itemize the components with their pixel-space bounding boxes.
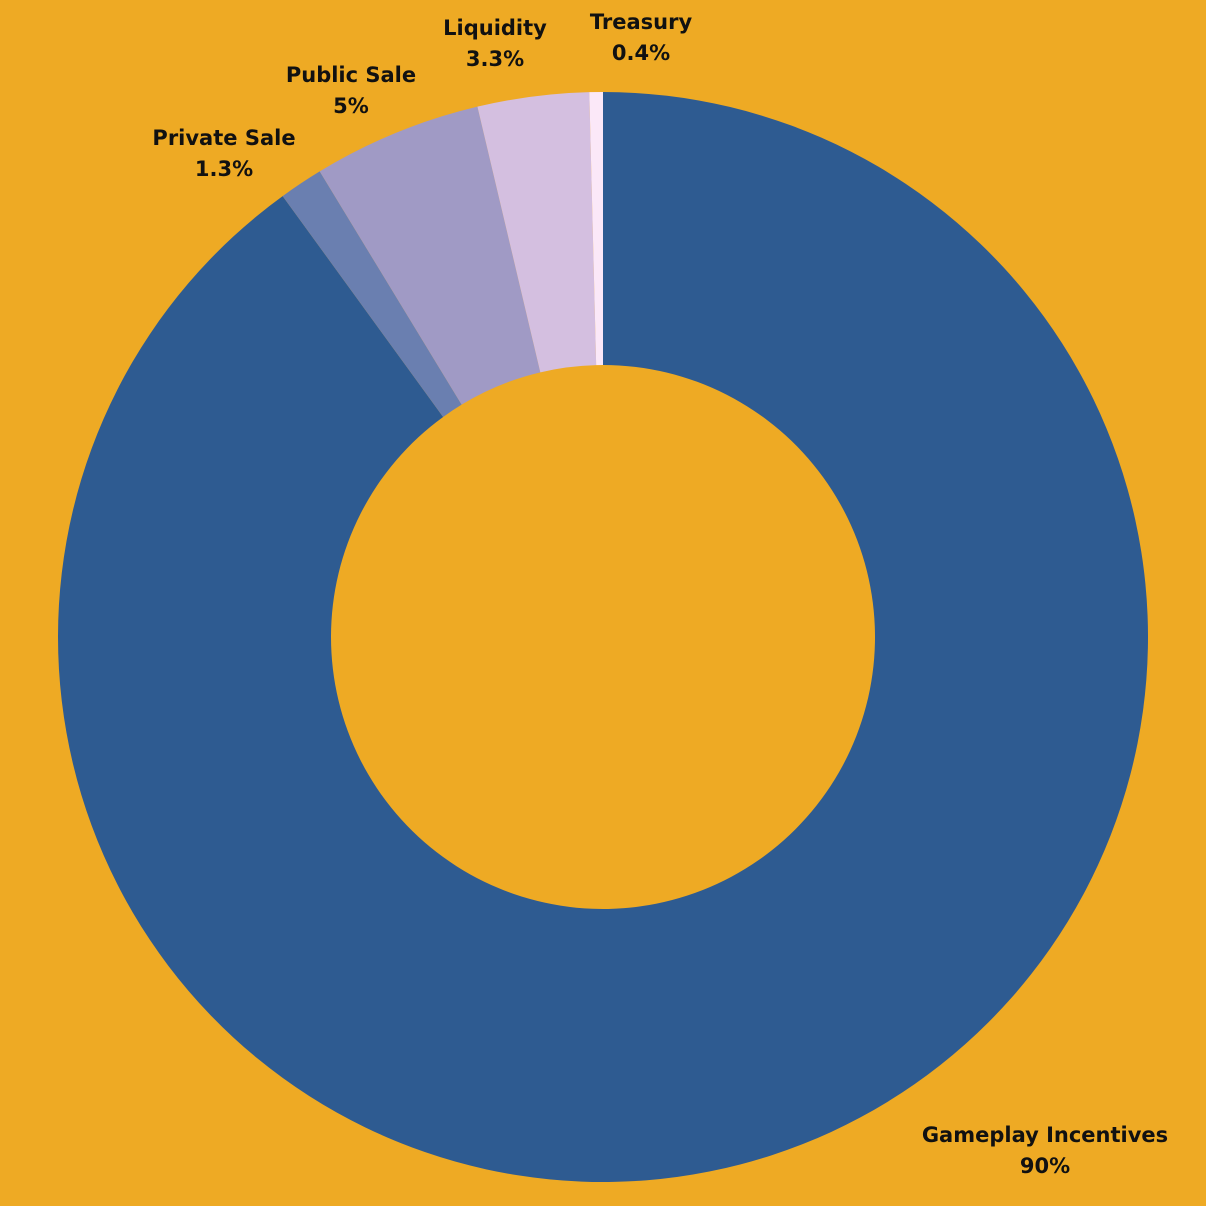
slice-label: Liquidity <box>443 16 547 40</box>
value-label: 1.3% <box>195 157 253 181</box>
slice <box>282 171 462 417</box>
slice-label: Private Sale <box>152 126 295 150</box>
value-label: 5% <box>333 94 369 118</box>
slice <box>477 92 597 373</box>
slice-label: Gameplay Incentives <box>922 1123 1168 1147</box>
value-label: 3.3% <box>466 47 524 71</box>
slice <box>319 106 541 405</box>
slice <box>57 92 1148 1182</box>
slice-label: Public Sale <box>286 63 416 87</box>
slice-label: Treasury <box>590 10 693 34</box>
value-label: 90% <box>1020 1154 1070 1178</box>
value-label: 0.4% <box>612 41 670 65</box>
slice <box>589 92 603 366</box>
